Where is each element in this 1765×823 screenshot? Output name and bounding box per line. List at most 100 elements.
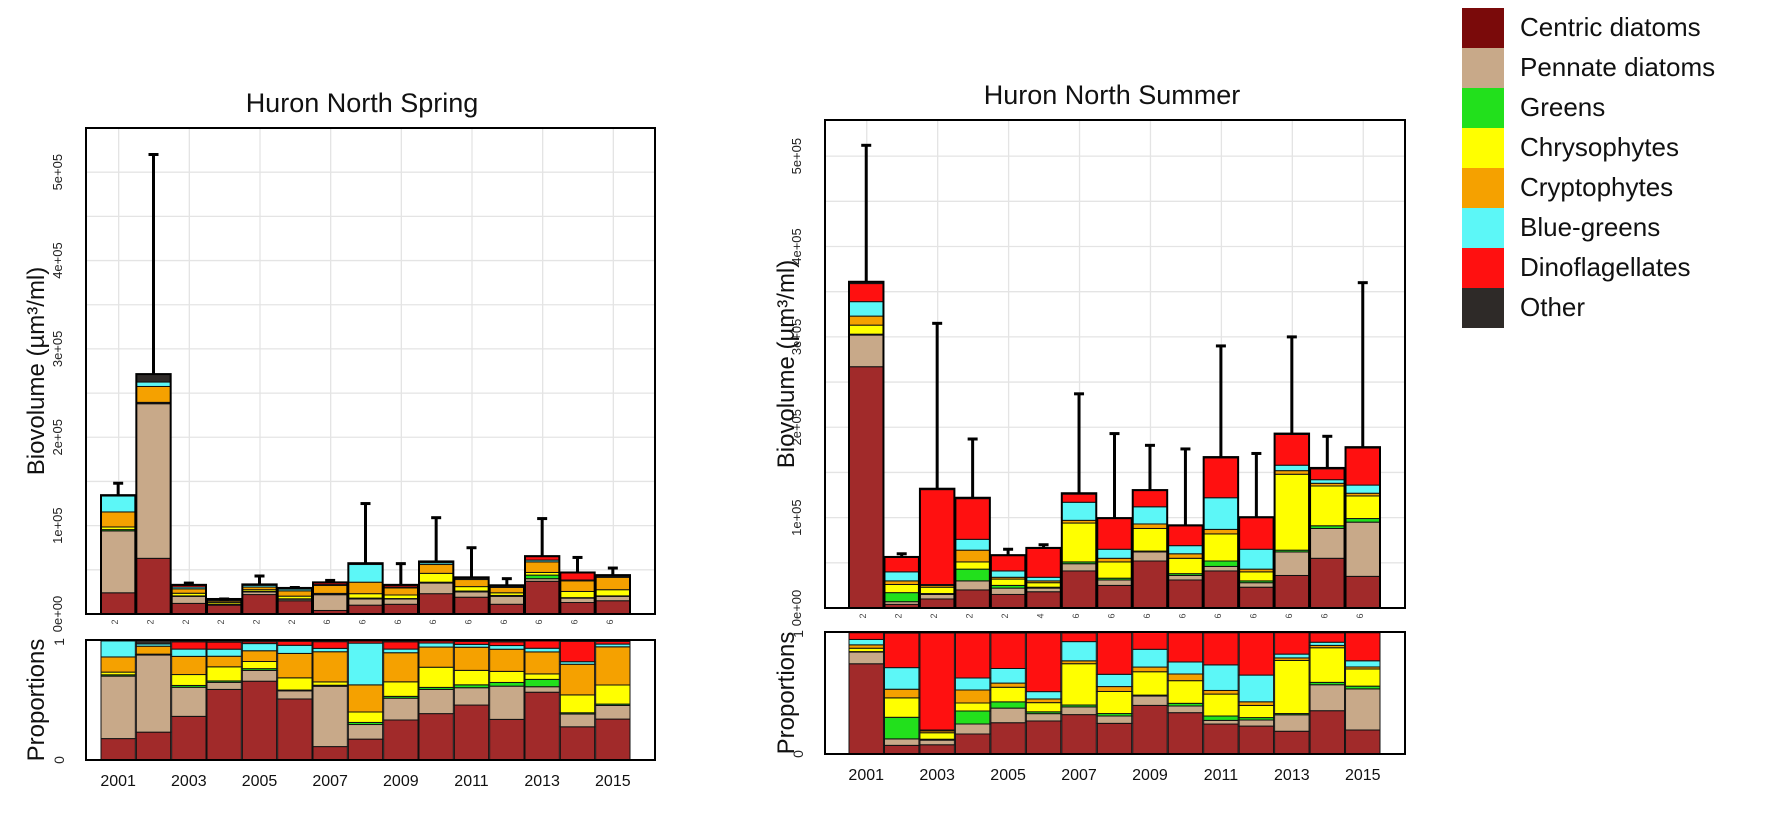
bar-segment-pennate-diatoms (990, 587, 1026, 595)
proportion-tick-label: 0 (51, 756, 67, 764)
legend-label: Greens (1520, 92, 1606, 122)
x-tick-label: 2013 (524, 773, 560, 790)
bar-segment-chrysophytes (848, 324, 884, 335)
proportion-segment-blue-greens (347, 642, 384, 686)
proportion-segment-cryptophytes (100, 656, 136, 673)
proportion-segment-chrysophytes (1345, 668, 1381, 687)
sample-size-label: 6 (358, 619, 368, 624)
sample-size-label: 2 (1000, 613, 1010, 618)
proportion-segment-pennate-diatoms (848, 651, 884, 665)
y-tick-label: 3e+05 (50, 331, 65, 368)
x-tick-label: 2009 (383, 773, 419, 790)
proportion-segment-cryptophytes (1167, 673, 1204, 682)
bar-segment-dinoflagellates (1096, 518, 1133, 550)
proportion-segment-blue-greens (171, 648, 207, 657)
sample-size-label: 2 (146, 619, 156, 624)
proportion-segment-dinoflagellates (883, 632, 920, 669)
bar-segment-chrysophytes (347, 593, 384, 599)
proportion-segment-greens (524, 678, 560, 688)
proportion-segment-pennate-diatoms (312, 685, 348, 748)
sample-size-label: 6 (1107, 613, 1117, 618)
x-tick-label: 2005 (990, 767, 1026, 784)
proportion-segment-dinoflagellates (1061, 632, 1097, 643)
bar-segment-blue-greens (1132, 506, 1168, 525)
bar-segment-chrysophytes (1132, 527, 1168, 552)
proportion-segment-centric-diatoms (1309, 710, 1346, 755)
proportion-segment-blue-greens (1025, 691, 1062, 700)
proportion-segment-cryptophytes (489, 648, 525, 672)
bar-segment-blue-greens (1309, 479, 1346, 484)
sample-size-label: 2 (252, 619, 262, 624)
proportion-segment-dinoflagellates (1345, 632, 1381, 662)
bar-segment-chrysophytes (1203, 533, 1239, 562)
proportion-segment-centric-diatoms (954, 733, 991, 755)
bar-segment-cryptophytes (489, 586, 525, 594)
proportion-segment-pennate-diatoms (489, 685, 525, 720)
x-tick-label: 2007 (312, 773, 348, 790)
bar-segment-chrysophytes (1309, 485, 1346, 527)
bar-segment-centric-diatoms (1132, 560, 1168, 609)
sample-size-label: 6 (1248, 613, 1258, 618)
proportion-segment-chrysophytes (206, 666, 242, 682)
bar-segment-pennate-diatoms (453, 591, 490, 598)
proportion-segment-cryptophytes (990, 682, 1026, 688)
bar-segment-cryptophytes (100, 511, 136, 528)
legend-item-pennate-diatoms: Pennate diatoms (1462, 48, 1762, 88)
bar-segment-centric-diatoms (848, 366, 884, 609)
legend-label: Chrysophytes (1520, 132, 1679, 162)
proportion-segment-blue-greens (206, 648, 242, 657)
proportion-segment-blue-greens (241, 643, 278, 652)
sample-size-label: 6 (1142, 613, 1152, 618)
bar-segment-pennate-diatoms (1061, 563, 1097, 572)
proportion-segment-centric-diatoms (1061, 714, 1097, 755)
proportion-segment-dinoflagellates (1132, 631, 1168, 650)
proportion-segment-dinoflagellates (1025, 632, 1062, 693)
bar-segment-blue-greens (1238, 548, 1275, 570)
proportion-segment-pennate-diatoms (1061, 706, 1097, 716)
bar-segment-greens (1203, 560, 1239, 567)
legend-item-cryptophytes: Cryptophytes (1462, 168, 1762, 208)
bar-segment-centric-diatoms (1061, 570, 1097, 609)
bar-segment-dinoflagellates (1274, 433, 1310, 466)
proportion-segment-cryptophytes (418, 646, 454, 668)
proportion-segment-centric-diatoms (453, 704, 490, 761)
bar-segment-pennate-diatoms (1345, 521, 1381, 577)
bar-segment-chrysophytes (1345, 495, 1381, 520)
proportion-segment-dinoflagellates (954, 632, 991, 679)
bar-segment-centric-diatoms (1025, 591, 1062, 609)
bar-segment-blue-greens (1345, 484, 1381, 494)
y-tick-label: 2e+05 (50, 419, 65, 456)
sample-size-label: 6 (1319, 613, 1329, 618)
legend-label: Dinoflagellates (1520, 252, 1691, 282)
proportion-segment-pennate-diatoms (347, 724, 384, 740)
sample-size-label: 6 (393, 619, 403, 624)
chart-huron-north-spring: Huron North Spring 0e+00 1e+05 2e+05 3e+05 4e… (23, 88, 656, 790)
proportion-segment-chrysophytes (883, 697, 920, 718)
bar-segment-pennate-diatoms (919, 593, 955, 600)
y-tick-label: 5e+05 (789, 138, 804, 175)
sample-size-label: 2 (110, 619, 120, 624)
y-tick-label: 0e+00 (50, 596, 65, 633)
proportion-segment-chrysophytes (1274, 659, 1310, 715)
bar-segment-blue-greens (990, 570, 1026, 578)
proportion-tick-label: 0 (790, 750, 806, 758)
y-tick-label: 4e+05 (789, 228, 804, 265)
proportion-segment-centric-diatoms (990, 722, 1026, 755)
x-tick-label: 2015 (595, 773, 631, 790)
y-axis-label: Biovolume (µm³/ml) (773, 260, 800, 469)
bar-segment-chrysophytes (883, 584, 920, 594)
bar-segment-cryptophytes (1167, 553, 1204, 559)
plot-frame (824, 119, 1406, 609)
proportion-segment-cryptophytes (347, 684, 384, 713)
proportion-segment-cryptophytes (1132, 666, 1168, 673)
proportion-segment-centric-diatoms (1096, 722, 1133, 755)
proportion-segment-dinoflagellates (1096, 632, 1133, 675)
bar-segment-dinoflagellates (1132, 490, 1168, 508)
bar-segment-blue-greens (1096, 548, 1133, 559)
proportion-segment-cryptophytes (241, 650, 278, 662)
bar-segment-pennate-diatoms (954, 580, 991, 591)
proportion-segment-chrysophytes (524, 673, 560, 680)
proportion-segment-centric-diatoms (171, 715, 207, 761)
proportion-segment-dinoflagellates (1238, 632, 1275, 676)
proportion-segment-greens (990, 701, 1026, 709)
